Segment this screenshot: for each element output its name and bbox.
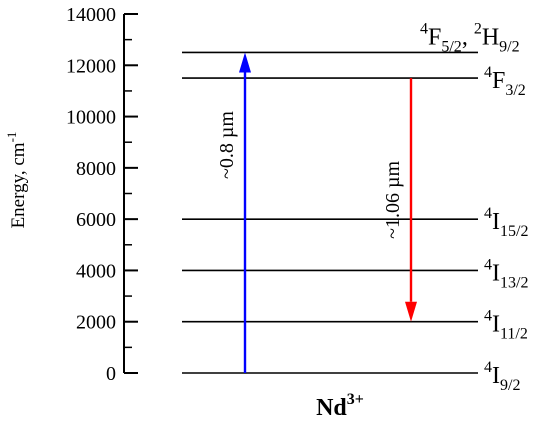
transitions: ~0.8 µm ~1.06 µm <box>216 52 417 373</box>
level-label-part: I <box>492 312 500 338</box>
tick-label: 14000 <box>66 4 116 26</box>
tick-label: 12000 <box>66 55 116 77</box>
y-axis-ticks: 0 2000 4000 6000 8000 10000 12000 14000 <box>66 4 138 385</box>
level-label-part: 5/2 <box>441 38 461 55</box>
level-label-part: 9/2 <box>499 38 519 55</box>
level-label: 4F5/2, 2H9/2 <box>420 20 520 55</box>
level-label-part: 4 <box>420 20 428 37</box>
level-label-part: 15/2 <box>500 223 528 240</box>
level-label: 4I11/2 <box>484 308 528 343</box>
level-label: 4I9/2 <box>484 359 520 394</box>
level-label-part: H <box>482 24 499 50</box>
level-label: 4I13/2 <box>484 256 528 291</box>
level-label-part: 2 <box>474 20 482 37</box>
transition-label: ~1.06 µm <box>382 161 404 239</box>
level-label-part: F <box>492 68 505 94</box>
level-label: 4F3/2 <box>484 64 526 99</box>
level-label-part: 9/2 <box>500 377 520 394</box>
level-label-part: F <box>428 24 441 50</box>
ion-label: Nd3+ <box>316 391 364 421</box>
level-label-part: 4 <box>484 308 492 325</box>
level-label-part: 13/2 <box>500 274 528 291</box>
transition-label: ~0.8 µm <box>216 111 238 179</box>
tick-label: 6000 <box>76 209 116 231</box>
level-label-part: I <box>492 260 500 286</box>
level-label-part: 4 <box>484 359 492 376</box>
level-label: 4I15/2 <box>484 205 528 240</box>
y-axis-label: Energy, cm-1 <box>4 132 29 229</box>
transition-arrowhead <box>405 301 417 322</box>
tick-label: 2000 <box>76 312 116 334</box>
level-label-part: I <box>492 209 500 235</box>
tick-label: 10000 <box>66 107 116 129</box>
level-label-part: , <box>462 24 474 50</box>
level-label-part: 3/2 <box>505 82 525 99</box>
level-label-part: 4 <box>484 205 492 222</box>
transition-arrowhead <box>239 52 251 73</box>
tick-label: 0 <box>106 363 116 385</box>
tick-label: 8000 <box>76 158 116 180</box>
level-label-part: 11/2 <box>500 326 528 343</box>
tick-label: 4000 <box>76 260 116 282</box>
level-label-part: I <box>492 363 500 389</box>
level-label-part: 4 <box>484 64 492 81</box>
level-label-part: 4 <box>484 256 492 273</box>
